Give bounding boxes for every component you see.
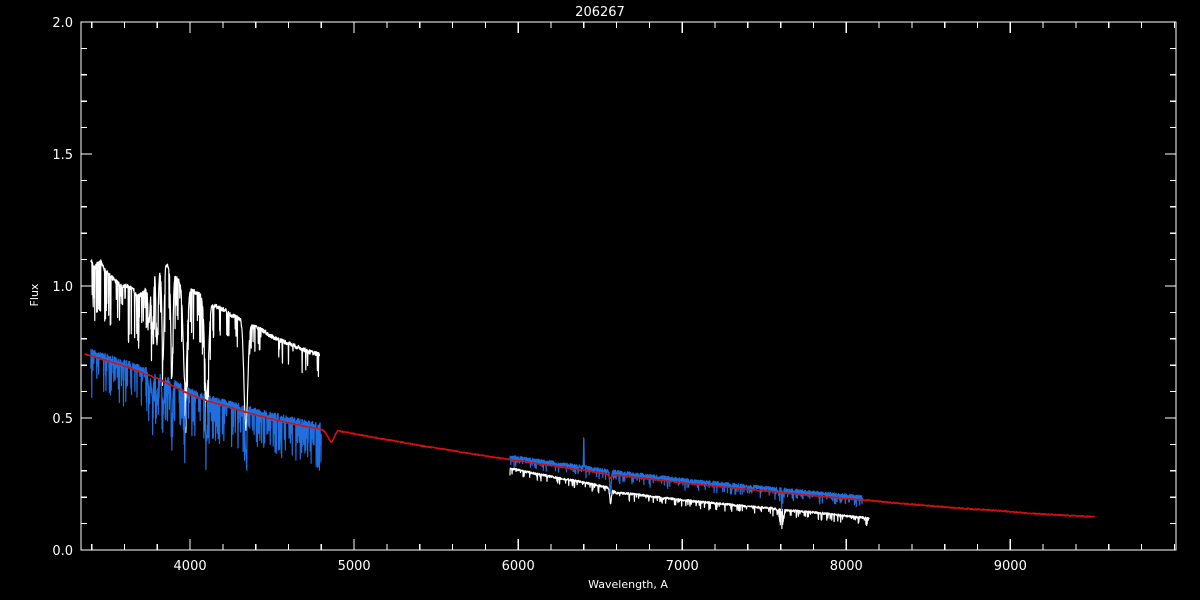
axes-group: 4000 5000 6000 7000 8000 9000 0.0 0.5 1.0 1.5 2.0 xyxy=(52,16,1177,574)
x-tick-label: 5000 xyxy=(338,559,371,574)
x-tick-label: 7000 xyxy=(666,559,699,574)
x-tick-label: 6000 xyxy=(502,559,535,574)
x-axis-label: Wavelength, A xyxy=(588,578,668,591)
data-series-group xyxy=(84,259,1095,530)
white-red-arm-spectrum xyxy=(509,467,870,530)
y-tick-label: 1.0 xyxy=(52,280,73,295)
page-title: 206267 xyxy=(575,5,625,20)
y-axis-label: Flux xyxy=(28,283,41,306)
x-tick-label: 8000 xyxy=(830,559,863,574)
white-blue-arm-spectrum xyxy=(90,259,321,434)
y-tick-label: 1.5 xyxy=(52,148,73,163)
y-tick-label: 0.0 xyxy=(52,544,73,559)
observed-blue-segment-red-arm xyxy=(509,437,864,512)
x-tick-label: 9000 xyxy=(994,559,1027,574)
x-tick-label: 4000 xyxy=(174,559,207,574)
model-red-spectrum-overlay xyxy=(84,353,1095,518)
y-tick-label: 0.5 xyxy=(52,412,73,427)
y-tick-label: 2.0 xyxy=(52,16,73,31)
